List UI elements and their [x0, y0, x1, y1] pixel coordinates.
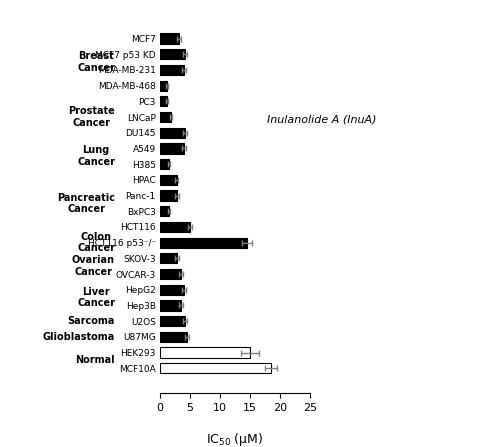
Bar — [160, 222, 190, 232]
Bar — [160, 332, 187, 342]
Bar — [160, 143, 184, 153]
Bar — [160, 175, 177, 185]
Text: Colon
Cancer: Colon Cancer — [77, 232, 115, 253]
Text: Glioblastoma: Glioblastoma — [43, 332, 115, 342]
Text: Breast
Cancer: Breast Cancer — [77, 51, 115, 73]
Text: Liver
Cancer: Liver Cancer — [77, 287, 115, 308]
Bar — [160, 253, 177, 263]
Text: Ovarian
Cancer: Ovarian Cancer — [72, 255, 115, 277]
Bar — [160, 190, 177, 201]
Bar — [160, 65, 184, 75]
Bar — [160, 206, 169, 216]
Text: IC$_{50}$ (μM): IC$_{50}$ (μM) — [206, 431, 264, 447]
Bar — [160, 269, 181, 279]
Text: Inulanolide A (InuA): Inulanolide A (InuA) — [267, 115, 377, 125]
Text: Lung
Cancer: Lung Cancer — [77, 145, 115, 167]
Text: Normal: Normal — [76, 355, 115, 365]
Bar — [160, 300, 181, 311]
Bar — [160, 96, 167, 106]
Bar — [160, 237, 247, 248]
Bar — [160, 285, 184, 295]
Text: Sarcoma: Sarcoma — [68, 316, 115, 326]
Text: Prostate
Cancer: Prostate Cancer — [68, 106, 115, 128]
Bar — [160, 112, 171, 122]
Bar — [160, 80, 167, 91]
Text: Pancreatic
Cancer: Pancreatic Cancer — [57, 193, 115, 214]
Bar — [160, 316, 185, 326]
Bar — [160, 159, 169, 169]
Bar — [160, 34, 179, 44]
Bar — [160, 347, 250, 358]
Bar — [160, 49, 185, 59]
Bar — [160, 363, 271, 373]
Bar — [160, 128, 185, 138]
